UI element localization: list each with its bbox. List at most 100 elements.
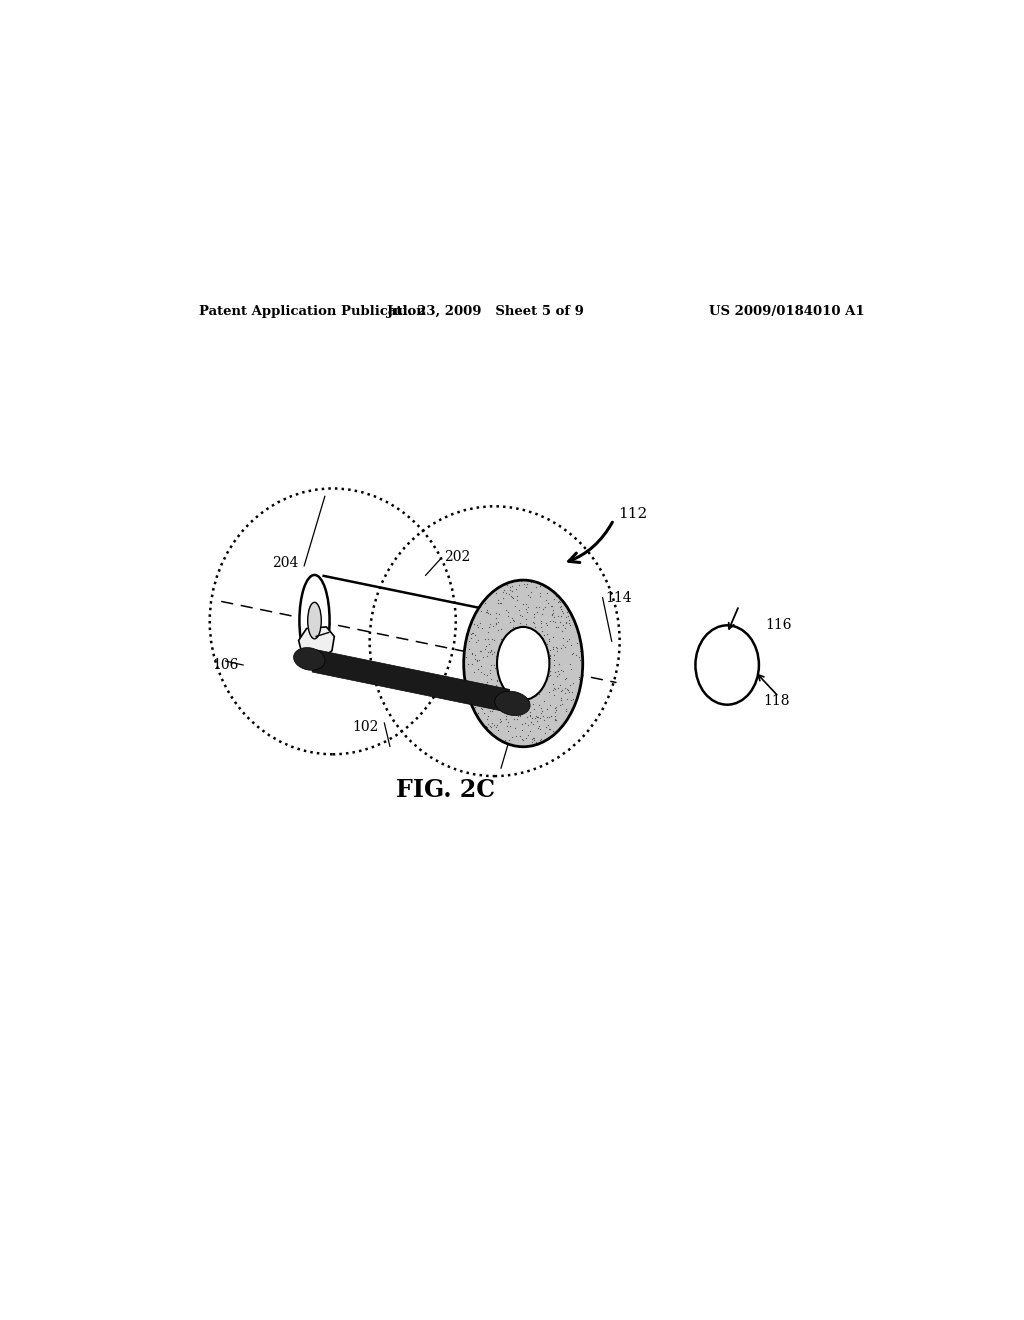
Point xyxy=(500,715,516,737)
Point xyxy=(514,719,530,741)
Point xyxy=(518,612,535,634)
Text: 116: 116 xyxy=(765,618,792,632)
Point xyxy=(518,577,535,598)
Point xyxy=(498,702,514,723)
Point xyxy=(482,715,499,737)
Point xyxy=(503,620,519,642)
Ellipse shape xyxy=(495,692,530,715)
Text: FIG. 2C: FIG. 2C xyxy=(396,777,495,801)
Point xyxy=(469,615,485,636)
Point xyxy=(557,682,573,704)
Point xyxy=(482,655,499,676)
Point xyxy=(504,689,520,710)
Point xyxy=(549,640,565,661)
Point xyxy=(494,696,510,717)
Point xyxy=(559,631,575,652)
Point xyxy=(490,603,507,624)
Point xyxy=(542,611,558,632)
Point xyxy=(490,593,507,614)
Point xyxy=(557,668,573,689)
Point xyxy=(470,630,486,651)
Point xyxy=(549,665,565,686)
Point xyxy=(484,713,501,734)
Point xyxy=(564,681,581,702)
Point xyxy=(549,638,565,659)
Point xyxy=(461,671,477,692)
Point xyxy=(487,614,504,635)
Point xyxy=(573,642,590,663)
Point xyxy=(560,704,577,725)
Point xyxy=(517,713,534,734)
Point xyxy=(504,586,520,607)
Point xyxy=(503,585,519,606)
Point xyxy=(471,597,487,618)
Point xyxy=(522,701,539,722)
Point xyxy=(501,689,517,710)
Point xyxy=(542,719,558,741)
Point xyxy=(559,678,575,700)
Point xyxy=(482,700,499,721)
Point xyxy=(534,612,550,634)
Point xyxy=(551,587,567,609)
Point xyxy=(546,655,562,676)
Point xyxy=(529,711,546,733)
Point xyxy=(510,693,526,714)
Point xyxy=(504,581,520,602)
Point xyxy=(507,595,523,616)
Point xyxy=(552,597,568,618)
Point xyxy=(505,697,521,718)
Point xyxy=(548,700,564,721)
Point xyxy=(545,603,561,624)
Point xyxy=(499,690,515,711)
Point xyxy=(487,675,504,696)
Point xyxy=(498,690,514,711)
Point xyxy=(467,624,483,645)
Point xyxy=(480,681,497,702)
Point xyxy=(482,669,499,690)
Point xyxy=(532,611,549,632)
Point xyxy=(499,574,515,595)
Point xyxy=(473,618,489,639)
Point xyxy=(472,675,488,696)
Point xyxy=(540,591,556,612)
Point xyxy=(499,599,515,620)
Point xyxy=(550,606,566,627)
Point xyxy=(534,701,550,722)
Point xyxy=(473,698,489,719)
Point xyxy=(475,664,492,685)
Point xyxy=(468,676,484,697)
Point xyxy=(548,636,564,657)
Point xyxy=(518,609,535,630)
Point xyxy=(471,682,487,704)
Point xyxy=(555,634,571,655)
Point xyxy=(469,649,485,671)
Point xyxy=(505,610,521,631)
Point xyxy=(519,735,536,756)
Point xyxy=(531,582,548,603)
Point xyxy=(525,693,542,714)
Point xyxy=(526,612,543,634)
Point xyxy=(525,727,542,748)
Point xyxy=(480,714,497,735)
Point xyxy=(565,673,582,694)
Point xyxy=(464,644,480,665)
Point xyxy=(474,698,490,719)
Text: 118: 118 xyxy=(763,694,790,708)
Point xyxy=(568,644,585,665)
Point xyxy=(463,627,479,648)
Point xyxy=(523,708,540,729)
Point xyxy=(574,649,591,671)
Point xyxy=(538,590,554,611)
Text: Patent Application Publication: Patent Application Publication xyxy=(200,305,426,318)
Point xyxy=(496,579,512,601)
Point xyxy=(520,595,537,616)
Point xyxy=(539,623,555,644)
Text: US 2009/0184010 A1: US 2009/0184010 A1 xyxy=(709,305,864,318)
Text: Jul. 23, 2009   Sheet 5 of 9: Jul. 23, 2009 Sheet 5 of 9 xyxy=(387,305,584,318)
Point xyxy=(553,660,569,681)
Point xyxy=(498,690,514,711)
Point xyxy=(489,619,506,640)
Point xyxy=(518,599,535,620)
Point xyxy=(528,601,545,622)
Point xyxy=(499,709,515,730)
